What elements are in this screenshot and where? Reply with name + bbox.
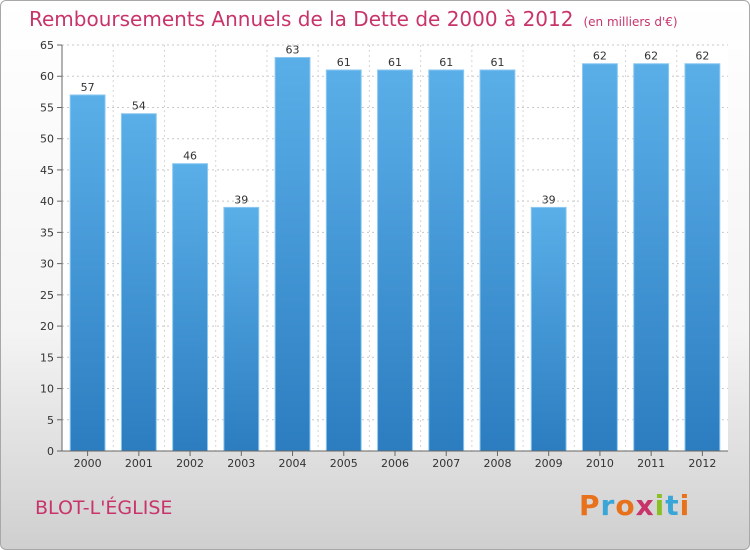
bar-2011 (633, 63, 670, 452)
bar-2010 (582, 63, 618, 452)
y-tick-label: 35 (40, 226, 54, 239)
y-tick-label: 10 (40, 383, 54, 396)
y-tick-label: 5 (47, 414, 54, 427)
bar-2007 (428, 69, 465, 452)
x-tick-label: 2008 (483, 457, 511, 470)
bar-2008 (479, 69, 516, 452)
data-label: 57 (81, 81, 95, 94)
y-tick-label: 60 (40, 70, 54, 83)
y-tick-label: 55 (40, 101, 54, 114)
chart-subtitle: (en milliers d'€) (583, 15, 678, 29)
data-label: 62 (593, 50, 607, 63)
x-tick-label: 2005 (330, 457, 358, 470)
bars (69, 56, 721, 452)
bar-2004 (274, 56, 311, 452)
data-label: 39 (234, 193, 248, 206)
bar-2000 (69, 94, 106, 452)
x-tick-label: 2010 (586, 457, 614, 470)
bar-2001 (120, 113, 157, 452)
x-tick-label: 2000 (74, 457, 102, 470)
bar-2003 (223, 206, 260, 452)
logo-letter: i (654, 489, 666, 522)
bar-2006 (377, 69, 413, 452)
data-label: 61 (388, 56, 402, 69)
logo-letter: r (600, 489, 616, 522)
bar-2002 (172, 163, 208, 452)
logo-letter: P (579, 489, 601, 522)
data-label: 63 (286, 43, 300, 56)
x-tick-label: 2002 (176, 457, 204, 470)
data-label: 62 (644, 50, 658, 63)
x-tick-label: 2009 (535, 457, 563, 470)
y-tick-label: 20 (40, 320, 54, 333)
x-tick-label: 2011 (637, 457, 665, 470)
proxiti-logo[interactable]: Proxiti (579, 489, 690, 522)
y-tick-label: 45 (40, 164, 54, 177)
logo-letter: i (679, 489, 691, 522)
y-tick-label: 15 (40, 351, 54, 364)
y-tick-label: 25 (40, 289, 54, 302)
data-label: 39 (542, 193, 556, 206)
data-label: 61 (439, 56, 453, 69)
y-tick-label: 65 (40, 39, 54, 52)
city-name: BLOT-L'ÉGLISE (35, 497, 173, 519)
data-label: 46 (183, 150, 197, 163)
y-tick-label: 0 (47, 445, 54, 458)
logo-letter: x (635, 489, 655, 522)
x-tick-label: 2006 (381, 457, 409, 470)
x-tick-label: 2004 (279, 457, 307, 470)
x-tick-label: 2007 (432, 457, 460, 470)
x-tick-label: 2003 (227, 457, 255, 470)
logo-letter: o (615, 489, 636, 522)
chart-title: Remboursements Annuels de la Dette de 20… (29, 7, 678, 31)
chart-title-text: Remboursements Annuels de la Dette de 20… (29, 7, 574, 31)
logo-letter: t (665, 489, 680, 522)
data-label: 61 (337, 56, 351, 69)
tick-labels: 0 5 10 15 20 25 30 35 40 45 50 55 60 65 57 2000 54 2001 46… (40, 39, 716, 470)
bar-2009 (530, 206, 567, 452)
bar-2005 (325, 69, 362, 452)
y-tick-label: 50 (40, 133, 54, 146)
y-tick-label: 30 (40, 258, 54, 271)
y-tick-label: 40 (40, 195, 54, 208)
bar-2012 (684, 63, 721, 452)
data-label: 62 (695, 50, 709, 63)
x-tick-label: 2001 (125, 457, 153, 470)
data-label: 54 (132, 100, 146, 113)
axes (57, 44, 728, 456)
data-label: 61 (490, 56, 504, 69)
x-tick-label: 2012 (688, 457, 716, 470)
